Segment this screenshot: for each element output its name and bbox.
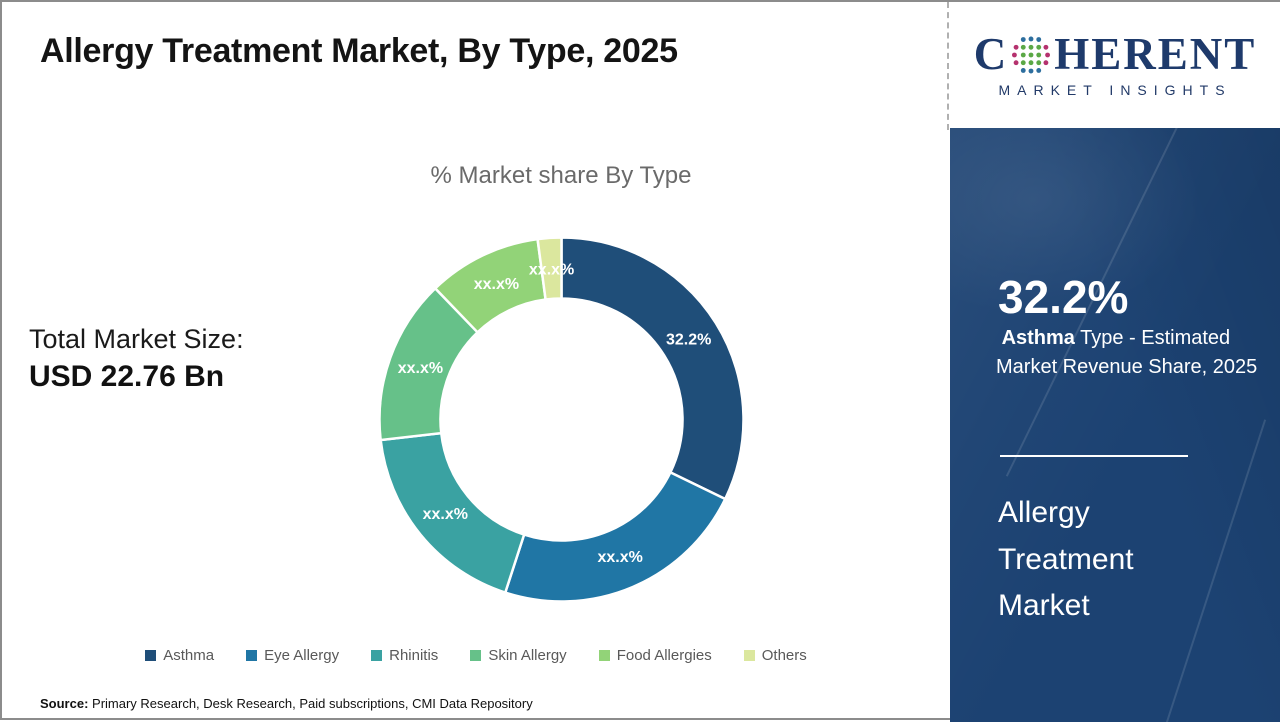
slice-value-label: xx.x% xyxy=(598,549,643,566)
legend-label: Eye Allergy xyxy=(264,647,340,664)
legend-swatch-icon xyxy=(470,650,482,661)
brand-logo: C HERENT MARKET INSIGHTS xyxy=(950,2,1280,128)
chart-title: % Market share By Type xyxy=(430,162,692,189)
slice-value-label: xx.x% xyxy=(423,506,468,523)
logo-letters-herent: HERENT xyxy=(1054,29,1257,79)
donut-slice-asthma xyxy=(560,236,745,501)
legend-swatch-icon xyxy=(145,650,157,661)
legend-label: Food Allergies xyxy=(616,647,712,664)
stat-description-rest: Type - Estimated Market Revenue Share, 2… xyxy=(996,327,1258,378)
legend-item-eye-allergy: Eye Allergy xyxy=(246,647,339,664)
chart-legend: Asthma Eye Allergy Rhinitis Skin Allergy Foo… xyxy=(2,647,950,664)
legend-swatch-icon xyxy=(371,650,383,661)
divider-line xyxy=(1000,455,1188,457)
legend-label: Others xyxy=(761,647,807,664)
slice-value-label: 32.2% xyxy=(666,331,711,348)
legend-item-food-allergies: Food Allergies xyxy=(598,647,712,664)
total-market-value: USD 22.76 Bn xyxy=(29,360,225,393)
total-market-size: Total Market Size: USD 22.76 Bn xyxy=(29,324,244,394)
slice-value-label: xx.x% xyxy=(398,360,443,377)
stat-value: 32.2% xyxy=(998,271,1129,323)
dashed-vertical-divider xyxy=(947,2,949,130)
legend-label: Asthma xyxy=(163,647,215,664)
highlight-panel: 32.2% Asthma Type - Estimated Market Rev… xyxy=(950,128,1280,722)
stat-description: Asthma Type - Estimated Market Revenue S… xyxy=(996,324,1260,382)
legend-swatch-icon xyxy=(598,650,610,661)
source-note: Source: Primary Research, Desk Research,… xyxy=(40,696,533,711)
source-label: Source: xyxy=(40,696,89,711)
legend-swatch-icon xyxy=(743,650,755,661)
legend-label: Rhinitis xyxy=(389,647,439,664)
slice-value-label: xx.x% xyxy=(474,276,519,293)
legend-item-skin-allergy: Skin Allergy xyxy=(470,647,567,664)
globe-dots-icon xyxy=(1012,36,1051,73)
legend-swatch-icon xyxy=(246,650,258,661)
slice-value-label: xx.x% xyxy=(529,261,574,278)
donut-slice-eye-allergy xyxy=(504,471,727,603)
total-market-label: Total Market Size: xyxy=(29,324,244,354)
legend-item-rhinitis: Rhinitis xyxy=(371,647,438,664)
panel-title: Allergy Treatment Market xyxy=(998,496,1134,622)
stat-category: Asthma xyxy=(996,327,1075,349)
source-text: Primary Research, Desk Research, Paid su… xyxy=(88,696,533,711)
logo-letter-c: C xyxy=(973,29,1009,79)
legend-label: Skin Allergy xyxy=(488,647,567,664)
legend-item-asthma: Asthma xyxy=(145,647,214,664)
logo-subtitle: MARKET INSIGHTS xyxy=(998,82,1232,98)
donut-slice-others xyxy=(536,236,563,301)
logo-wordmark: C HERENT xyxy=(974,32,1257,77)
donut-chart: 32.2% xx.x% xx.x% xx.x% xx.x% xx.x% xyxy=(378,236,745,603)
legend-item-others: Others xyxy=(743,647,807,664)
page-title: Allergy Treatment Market, By Type, 2025 xyxy=(40,32,678,70)
